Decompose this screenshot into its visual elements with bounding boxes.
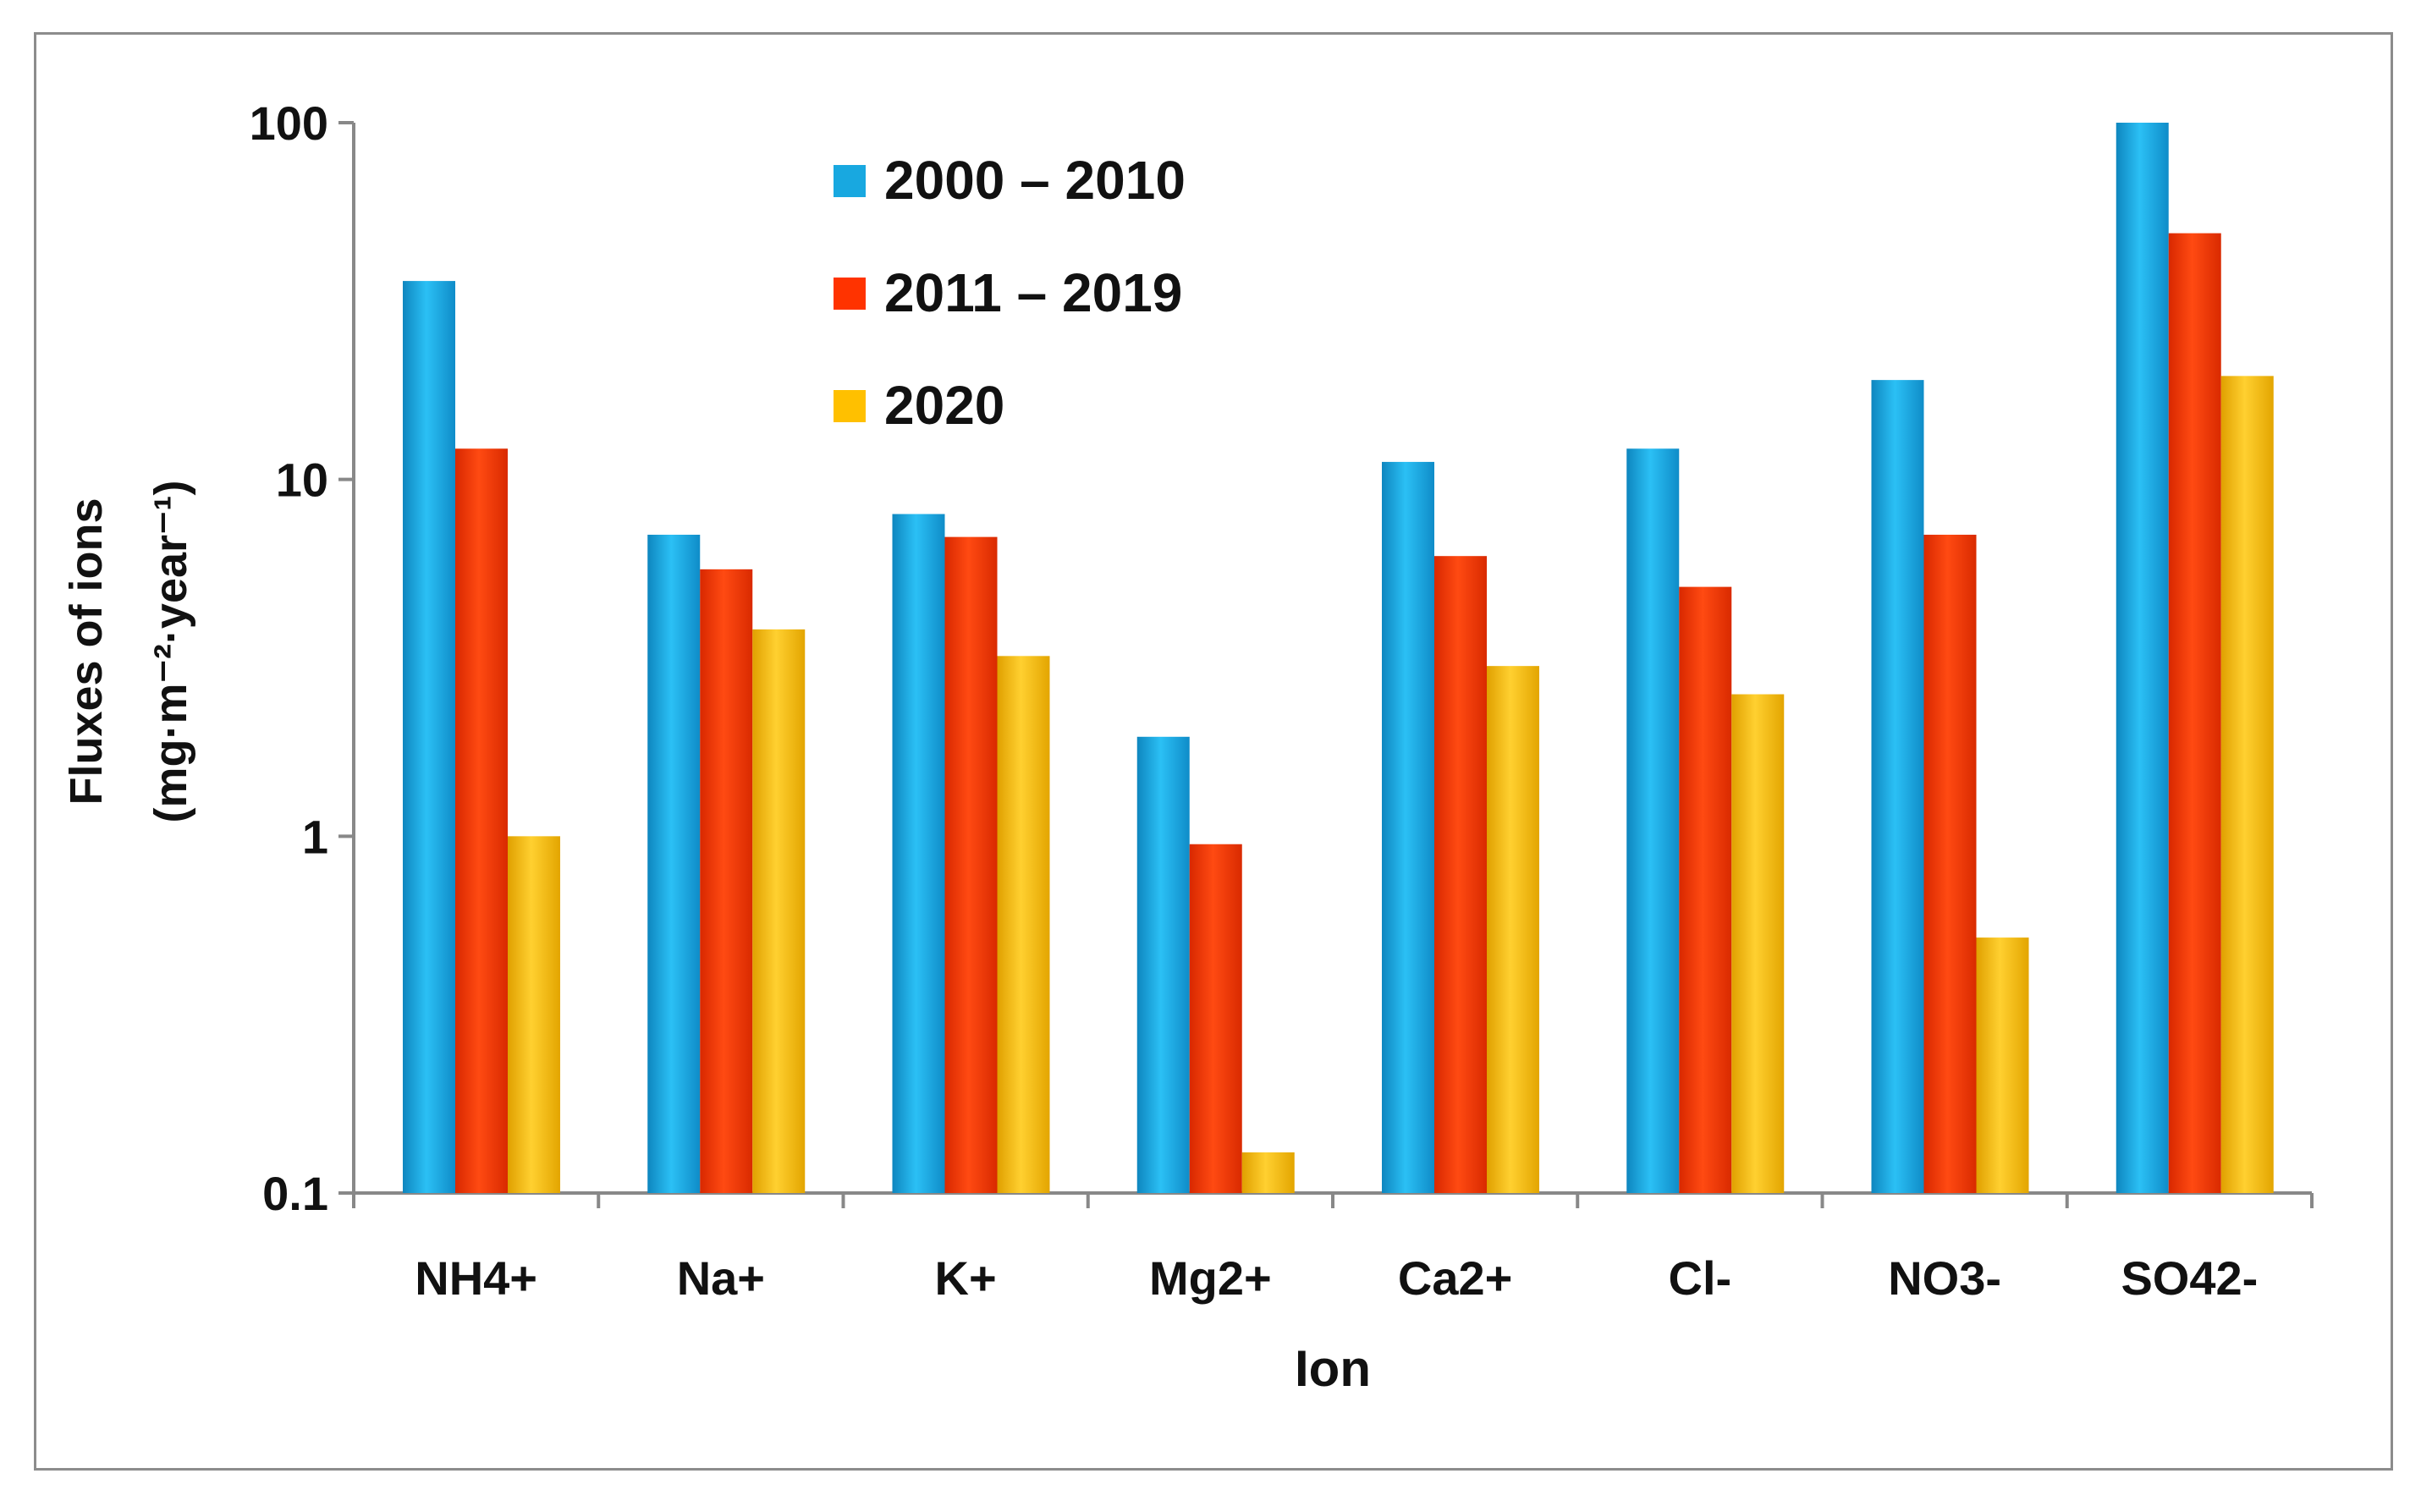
bar	[1871, 380, 1924, 1193]
bar	[1923, 534, 1977, 1193]
y-tick-label: 1	[302, 810, 328, 863]
bar	[2168, 233, 2221, 1193]
bar	[752, 629, 806, 1193]
legend-swatch	[834, 390, 866, 422]
y-tick-label: 10	[276, 454, 328, 507]
x-axis-title: Ion	[1295, 1340, 1371, 1397]
x-tick-label: SO42-	[2121, 1251, 2258, 1305]
bar	[455, 448, 508, 1193]
bar	[1136, 736, 1190, 1193]
bar	[700, 569, 753, 1193]
bar	[508, 836, 560, 1193]
legend-label: 2020	[884, 375, 1004, 436]
y-axis-title: Fluxes of ions	[61, 498, 112, 805]
bar	[2220, 376, 2274, 1193]
bar	[1976, 937, 2029, 1193]
y-axis-units: (mg·m⁻²·year⁻¹)	[146, 480, 196, 822]
bar	[892, 514, 945, 1193]
bar	[403, 281, 455, 1194]
x-tick-label: Ca2+	[1398, 1251, 1512, 1305]
legend-label: 2000 – 2010	[884, 150, 1186, 211]
bar	[1679, 586, 1732, 1193]
bar	[1731, 694, 1785, 1193]
x-tick-label: K+	[935, 1251, 997, 1305]
y-tick-label: 0.1	[262, 1167, 328, 1220]
bar	[1241, 1152, 1295, 1193]
bar	[1382, 461, 1434, 1193]
bar	[1434, 556, 1487, 1193]
legend-label: 2011 – 2019	[884, 262, 1182, 323]
legend: 2000 – 2010 2011 – 2019 2020	[834, 150, 1186, 436]
legend-swatch	[834, 165, 866, 197]
x-tick-label: Cl-	[1669, 1251, 1732, 1305]
bar	[1626, 448, 1680, 1193]
x-tick-label: NO3-	[1888, 1251, 2001, 1305]
y-tick-label: 100	[250, 96, 328, 150]
bar	[1189, 844, 1242, 1193]
bar	[2116, 123, 2169, 1193]
x-tick-label: Mg2+	[1149, 1251, 1272, 1305]
bar	[944, 536, 998, 1193]
legend-swatch	[834, 278, 866, 310]
x-tick-label: NH4+	[415, 1251, 537, 1305]
x-tick-label: Na+	[677, 1251, 765, 1305]
bar	[997, 656, 1050, 1193]
bar	[647, 534, 701, 1193]
bar	[1487, 666, 1539, 1193]
